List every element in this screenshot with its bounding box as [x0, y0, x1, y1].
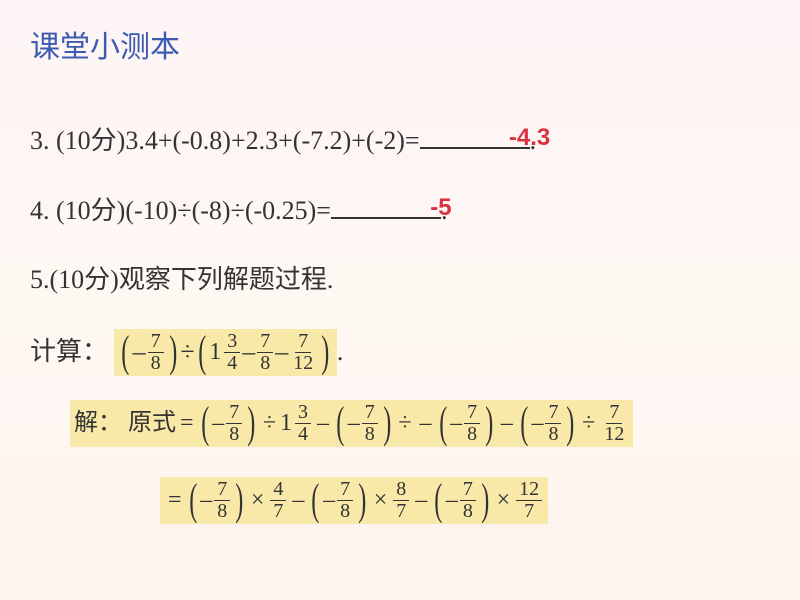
question-4: 4. (10分) (-10)÷(-8)÷(-0.25)= -5 .	[30, 190, 770, 232]
orig-label: 原式	[128, 404, 176, 442]
neg-sign: –	[275, 331, 288, 373]
q5-text: 观察下列解题过程.	[119, 259, 334, 301]
q5-calculation: 计算： ( – 78 ) ÷ ( 134 – 78 – 712 ) .	[30, 329, 770, 376]
question-3: 3. (10分) 3.4+(-0.8)+2.3+(-7.2)+(-2)= -4.…	[30, 120, 770, 162]
times-sign: ×	[251, 481, 265, 519]
paren-right: )	[567, 403, 575, 443]
minus-sign: –	[420, 404, 432, 442]
q5-expression-highlight: ( – 78 ) ÷ ( 134 – 78 – 712 )	[114, 329, 337, 376]
sol-label: 解：	[74, 404, 122, 442]
q3-answer: -4.3	[475, 119, 585, 157]
paren-left: (	[435, 480, 443, 520]
paren-right: )	[383, 403, 391, 443]
minus-sign: –	[292, 481, 304, 519]
divide-sign: ÷	[263, 404, 276, 442]
fraction-12-7: 127	[516, 479, 542, 522]
fraction-4-7: 47	[270, 479, 286, 522]
neg-sign: –	[212, 404, 224, 442]
solution-line-2: = ( – 78 ) × 47 – ( – 78 ) × 87 – ( – 78…	[160, 477, 548, 524]
times-sign: ×	[374, 481, 388, 519]
q3-points: (10分)	[56, 120, 125, 162]
page-title: 课堂小测本	[30, 22, 180, 66]
paren-right: )	[248, 403, 256, 443]
paren-right: )	[169, 332, 177, 372]
paren-right: )	[485, 403, 493, 443]
fraction-7-8: 78	[545, 402, 561, 445]
fraction-7-12: 712	[290, 331, 316, 374]
fraction-7-8: 78	[337, 479, 353, 522]
q5-number: 5.	[30, 259, 50, 301]
neg-sign: –	[531, 404, 543, 442]
neg-sign: –	[133, 331, 146, 373]
paren-left: (	[312, 480, 320, 520]
fraction-7-8: 78	[362, 402, 378, 445]
solution-line-1: 解： 原式 = ( – 78 ) ÷ 134 – ( – 78 ) ÷ – ( …	[70, 400, 633, 447]
divide-sign: ÷	[180, 331, 194, 373]
mixed-1-3-4: 134	[209, 331, 242, 374]
paren-left: (	[201, 403, 209, 443]
minus-sign: –	[415, 481, 427, 519]
fraction-8-7: 87	[393, 479, 409, 522]
q5-period: .	[337, 331, 344, 373]
q4-expression: (-10)÷(-8)÷(-0.25)=	[125, 190, 331, 232]
paren-left: (	[520, 403, 528, 443]
paren-left: (	[198, 332, 206, 372]
paren-left: (	[336, 403, 344, 443]
fraction-7-12: 712	[601, 402, 627, 445]
fraction-7-8: 78	[460, 479, 476, 522]
divide-sign: ÷	[582, 404, 595, 442]
paren-right: )	[481, 480, 489, 520]
paren-right: )	[236, 480, 244, 520]
q4-answer: -5	[386, 189, 496, 227]
neg-sign: –	[200, 481, 212, 519]
q4-points: (10分)	[56, 190, 125, 232]
paren-left: (	[121, 332, 129, 372]
minus-sign: –	[317, 404, 329, 442]
paren-right: )	[358, 480, 366, 520]
q4-blank: -5	[331, 193, 441, 219]
fraction-7-8: 78	[148, 331, 164, 374]
fraction-7-8: 78	[226, 402, 242, 445]
q3-number: 3.	[30, 120, 50, 162]
q5-points: (10分)	[50, 259, 119, 301]
neg-sign: –	[348, 404, 360, 442]
times-sign: ×	[497, 481, 511, 519]
paren-left: (	[439, 403, 447, 443]
paren-right: )	[322, 332, 330, 372]
minus-sign: –	[501, 404, 513, 442]
fraction-7-8: 78	[464, 402, 480, 445]
q3-blank: -4.3	[420, 123, 530, 149]
q4-number: 4.	[30, 190, 50, 232]
divide-sign: ÷	[398, 404, 411, 442]
fraction-7-8: 78	[257, 331, 273, 374]
content-area: 3. (10分) 3.4+(-0.8)+2.3+(-7.2)+(-2)= -4.…	[30, 120, 770, 540]
q3-expression: 3.4+(-0.8)+2.3+(-7.2)+(-2)=	[125, 120, 419, 162]
mixed-1-3-4: 134	[280, 402, 313, 445]
calc-label: 计算：	[30, 331, 108, 373]
equals-sign: =	[168, 481, 182, 519]
equals-sign: =	[180, 404, 194, 442]
solution-area: 解： 原式 = ( – 78 ) ÷ 134 – ( – 78 ) ÷ – ( …	[70, 400, 770, 540]
question-5: 5. (10分) 观察下列解题过程.	[30, 259, 770, 301]
neg-sign: –	[323, 481, 335, 519]
neg-sign: –	[450, 404, 462, 442]
neg-sign: –	[446, 481, 458, 519]
paren-left: (	[189, 480, 197, 520]
neg-sign: –	[242, 331, 255, 373]
fraction-7-8: 78	[214, 479, 230, 522]
